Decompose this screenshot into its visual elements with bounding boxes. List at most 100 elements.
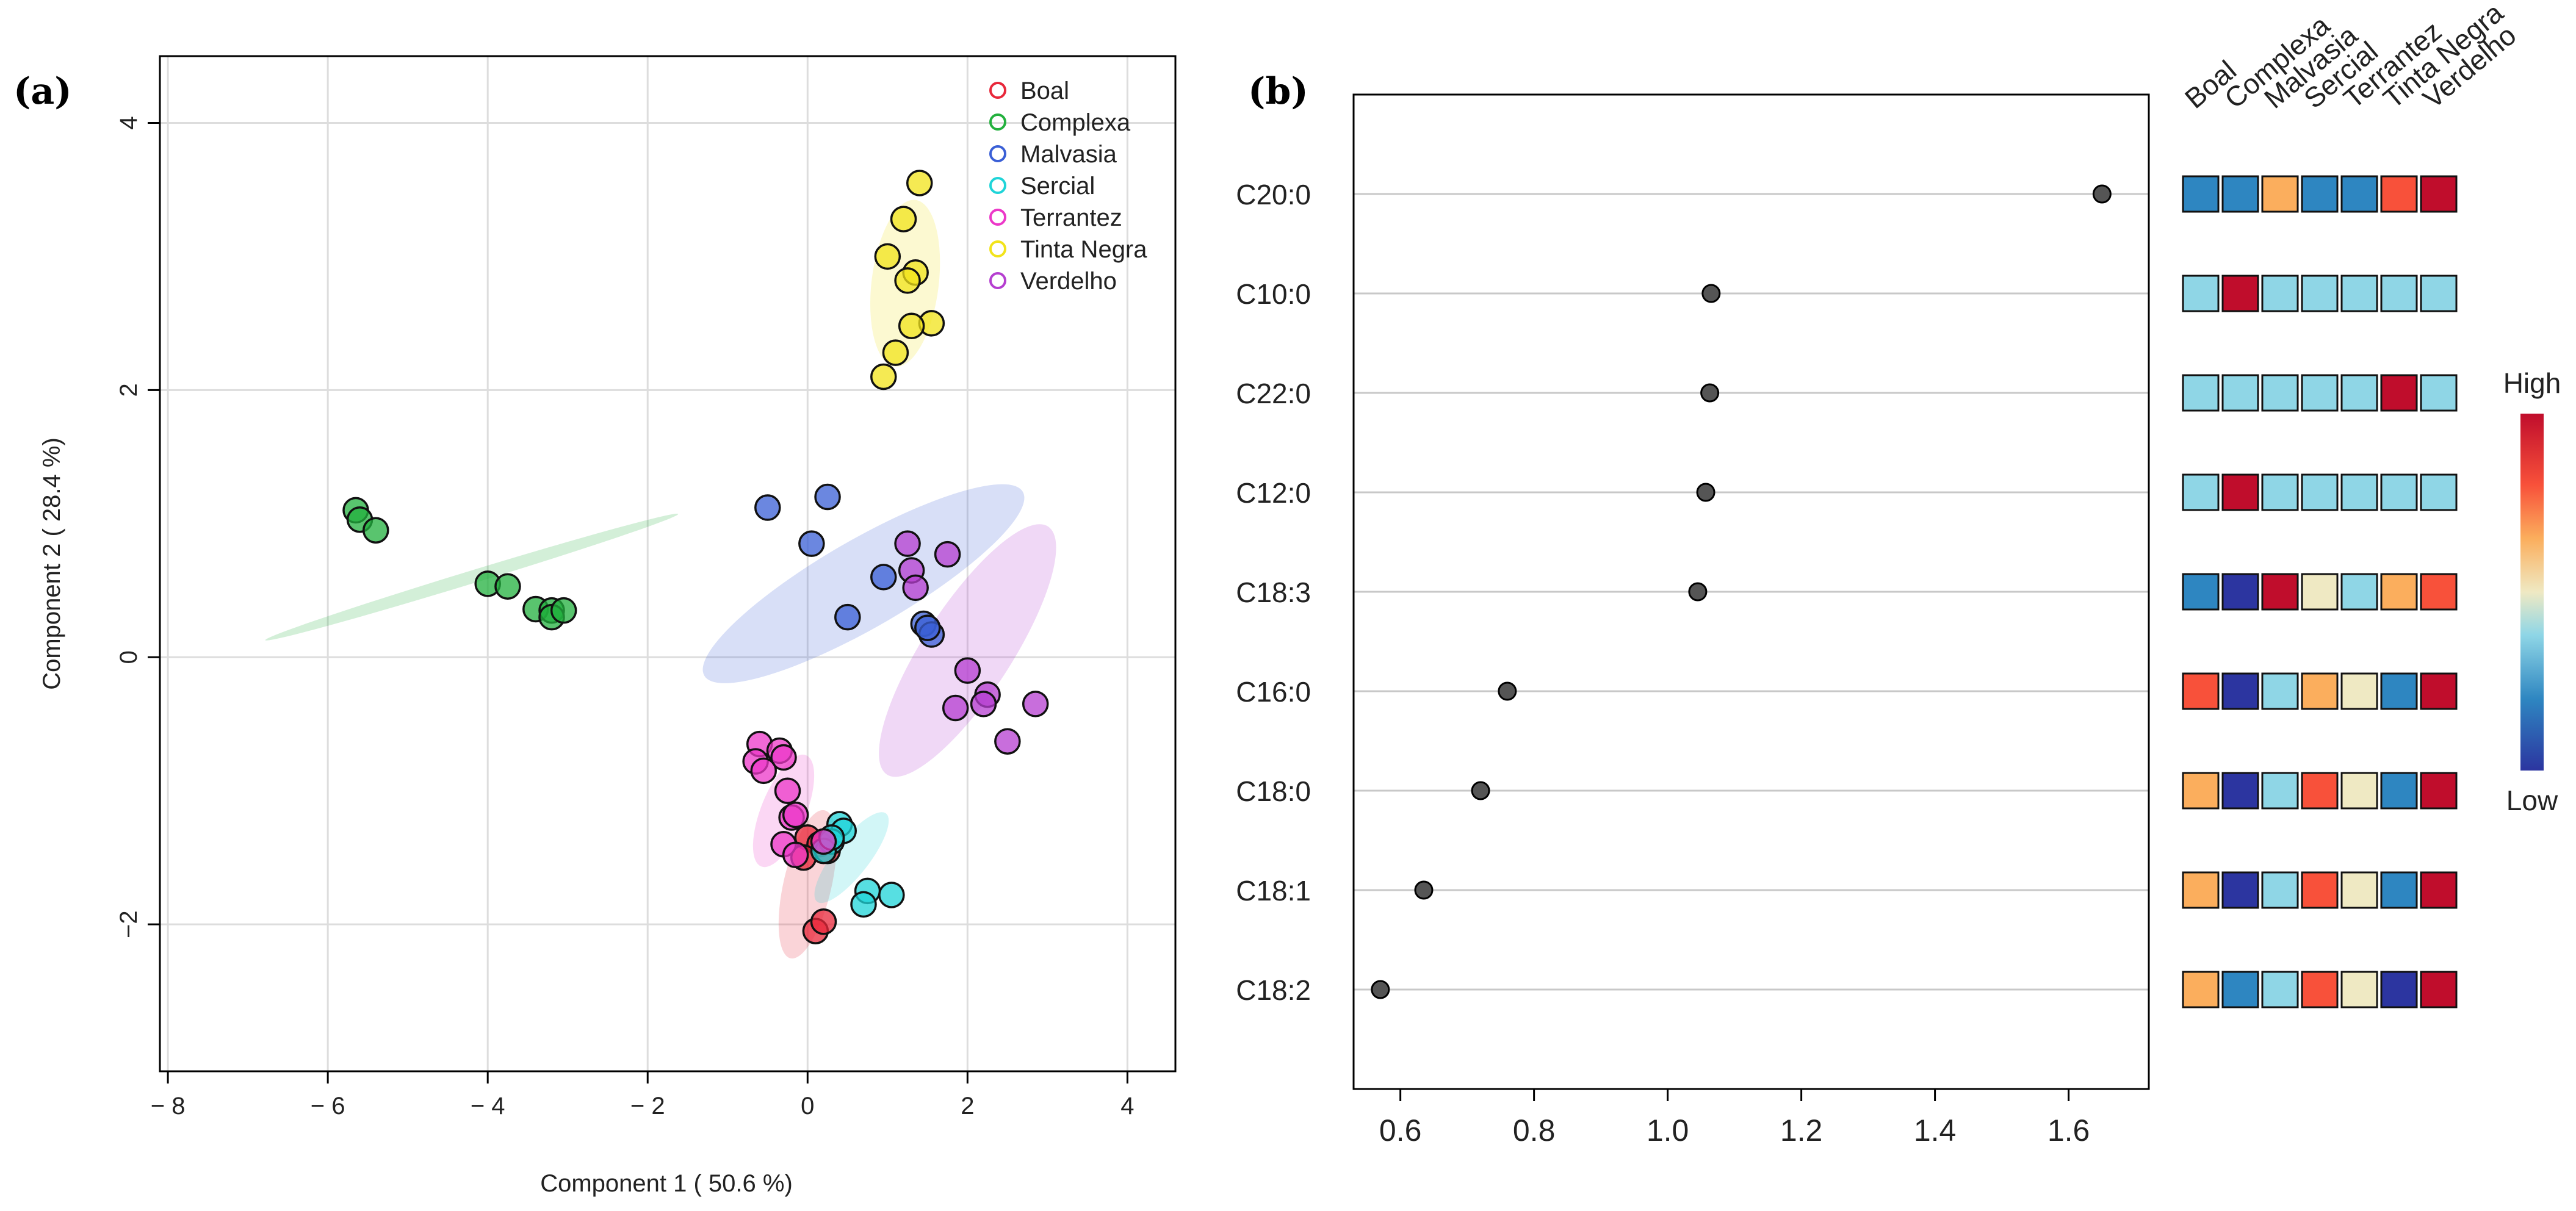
point-malvasia (834, 603, 861, 631)
category-label: C18:0 (1236, 775, 1311, 807)
heatmap-cell (2221, 971, 2259, 1008)
point-complexa (494, 573, 521, 600)
heatmap-cell (2301, 672, 2339, 710)
point-malvasia (914, 614, 941, 641)
heatmap-cell (2182, 871, 2220, 909)
category-label: C18:1 (1236, 875, 1311, 907)
heatmap-cell (2340, 573, 2378, 611)
point-sercial (850, 891, 877, 918)
heatmap-cells (2182, 175, 2458, 1008)
dot (1696, 483, 1716, 502)
x-tick-label: 1.4 (1914, 1113, 1957, 1148)
point-verdelho (1022, 691, 1049, 717)
point-tinta-negra (890, 206, 917, 232)
plot-frame (159, 55, 1177, 1073)
row-lines (1354, 193, 2149, 991)
heatmap-cell (2261, 672, 2299, 710)
legend-high-label: High (2503, 367, 2561, 399)
heatmap-cell (2340, 275, 2378, 312)
color-gradient-bar (2520, 414, 2544, 771)
x-tick-label: − 4 (471, 1093, 505, 1119)
heatmap-cell (2182, 971, 2220, 1008)
y-tick-label: 4 (115, 116, 142, 129)
heatmap-cell (2182, 672, 2220, 710)
heatmap-cell (2380, 473, 2418, 511)
category-label: C16:0 (1236, 676, 1311, 708)
point-tinta-negra (870, 363, 897, 390)
legend-label: Sercial (1020, 173, 1095, 199)
x-tick-label: 1.6 (2047, 1113, 2090, 1148)
heatmap-cell (2420, 573, 2458, 611)
points (342, 170, 1049, 944)
legend-swatch (989, 240, 1006, 257)
heatmap-cell (2420, 374, 2458, 412)
x-tick-label: 1.0 (1647, 1113, 1689, 1148)
heatmap-cell (2301, 374, 2339, 412)
heatmap-cell (2340, 175, 2378, 213)
legend-swatch (989, 145, 1006, 162)
heatmap-cell (2420, 275, 2458, 312)
heatmap: BoalComplexaMalvasiaSercialTerrantezTint… (2179, 0, 2522, 1008)
plot-frame (1352, 93, 2150, 1090)
pca-scatter-plot: − 8 − 6 − 4 − 2 0 2 4 −2 0 2 4 Component 1 ( 50.6… (38, 55, 1177, 1197)
point-terrantez (750, 757, 777, 785)
heatmap-cell (2301, 772, 2339, 810)
heatmap-cell (2182, 772, 2220, 810)
heatmap-cell (2182, 473, 2220, 511)
legend-swatch (989, 82, 1006, 99)
heatmap-cell (2221, 473, 2259, 511)
x-tick-label: 0 (801, 1093, 814, 1119)
legend-low-label: Low (2506, 785, 2558, 816)
y-tick-label: 2 (115, 383, 142, 397)
legend-swatch (989, 209, 1006, 226)
x-tick-label: 4 (1120, 1093, 1134, 1119)
heatmap-cell (2221, 374, 2259, 412)
heatmap-cell (2221, 672, 2259, 710)
heatmap-cell (2380, 175, 2418, 213)
point-complexa (550, 597, 577, 624)
point-tinta-negra (898, 312, 925, 340)
heatmap-cell (2380, 772, 2418, 810)
heatmap-cell (2420, 473, 2458, 511)
legend: Boal Complexa Malvasia Sercial Terrantez Tint… (989, 77, 1147, 295)
legend-swatch (989, 272, 1006, 289)
point-malvasia (798, 530, 825, 557)
point-tinta-negra (882, 339, 909, 366)
heatmap-cell (2340, 871, 2378, 909)
heatmap-cell (2182, 275, 2220, 312)
heatmap-cell (2221, 175, 2259, 213)
point-tinta-negra (894, 267, 921, 294)
legend-label: Malvasia (1020, 141, 1117, 168)
heatmap-cell (2301, 275, 2339, 312)
y-axis: −2 0 2 4 (115, 116, 160, 938)
grid (160, 56, 1175, 1071)
panel-b-label: (b) (1248, 70, 1308, 113)
legend-label: Tinta Negra (1020, 236, 1147, 263)
heatmap-cell (2261, 374, 2299, 412)
y-tick-label: 0 (115, 650, 142, 664)
dots (1371, 184, 2112, 999)
ellipse-verdelho (879, 524, 1056, 777)
heatmap-cell (2301, 175, 2339, 213)
heatmap-cell (2380, 672, 2418, 710)
ellipse-complexa (265, 513, 679, 641)
heatmap-cell (2420, 871, 2458, 909)
point-verdelho (942, 694, 969, 722)
point-terrantez (774, 777, 801, 804)
heatmap-cell (2380, 374, 2418, 412)
heatmap-cell (2420, 772, 2458, 810)
point-tinta-negra (874, 243, 901, 270)
x-tick-label: − 8 (151, 1093, 186, 1119)
ellipse-malvasia (702, 484, 1025, 683)
category-label: C18:3 (1236, 577, 1311, 608)
point-sercial (878, 882, 905, 908)
color-scale-legend: High Low (2503, 367, 2561, 816)
heatmap-cell (2221, 275, 2259, 312)
x-tick-label: 0.8 (1513, 1113, 1556, 1148)
legend-label: Verdelho (1020, 268, 1117, 295)
heatmap-cell (2221, 871, 2259, 909)
importance-dot-plot: C20:0 C10:0 C22:0 C12:0 C18:3 C16:0 C18:0 C18:1… (1236, 93, 2150, 1148)
legend-label: Terrantez (1020, 204, 1122, 231)
heatmap-cell (2301, 871, 2339, 909)
